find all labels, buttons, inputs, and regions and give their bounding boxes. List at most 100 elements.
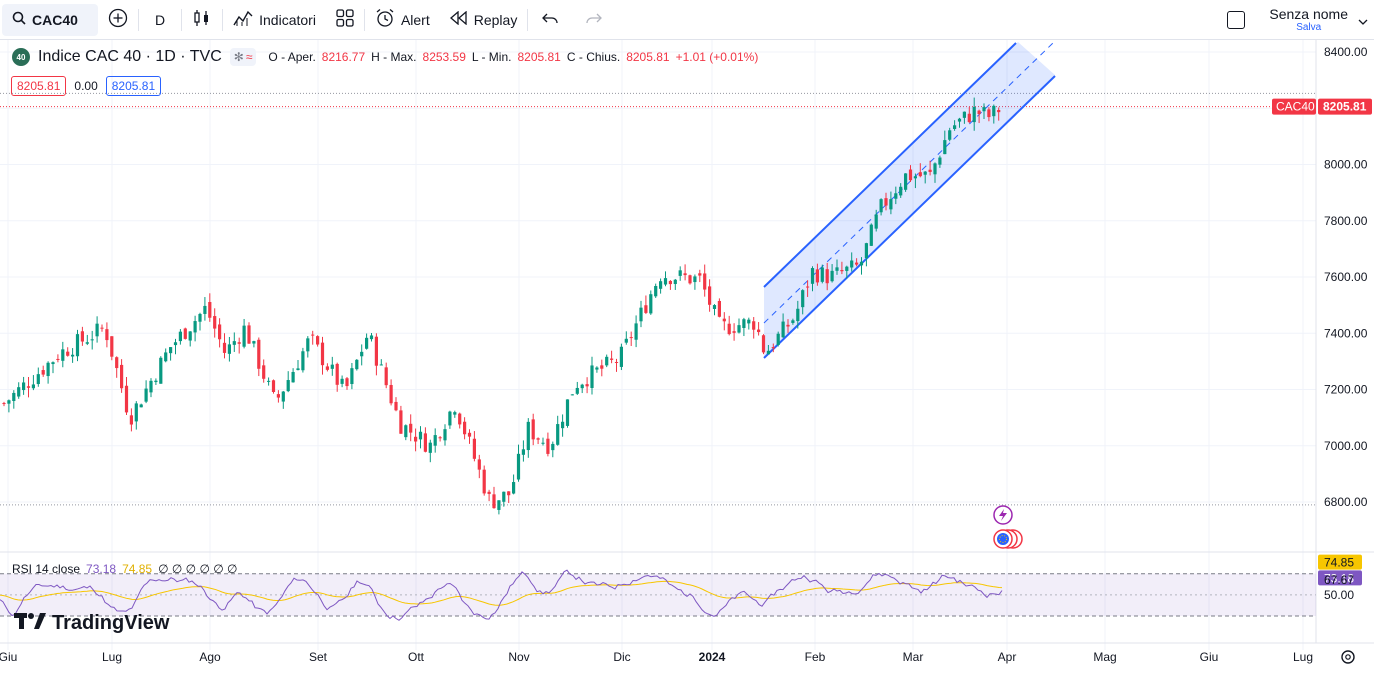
rsi-label[interactable]: RSI 14 close bbox=[12, 562, 81, 576]
divider bbox=[181, 8, 183, 31]
candle-body bbox=[732, 331, 736, 333]
candle-body bbox=[105, 329, 109, 341]
interval-button[interactable]: D bbox=[139, 0, 181, 40]
candle-body bbox=[355, 359, 359, 370]
candle-body bbox=[242, 325, 246, 347]
candle-body bbox=[492, 494, 496, 509]
symbol-search-button[interactable]: CAC40 bbox=[2, 3, 98, 36]
candle-body bbox=[384, 367, 388, 386]
open-value: 8216.77 bbox=[321, 50, 366, 64]
candle-body bbox=[360, 351, 364, 357]
chart-type-button[interactable] bbox=[182, 0, 222, 40]
candle-body bbox=[869, 224, 873, 246]
candle-body bbox=[830, 270, 834, 282]
candle-body bbox=[820, 267, 824, 282]
alert-button[interactable]: Alert bbox=[365, 0, 440, 40]
symbol-price-tag-label: CAC40 bbox=[1276, 100, 1315, 114]
candle-body bbox=[850, 260, 854, 268]
candle-body bbox=[311, 334, 315, 336]
candle-body bbox=[835, 267, 839, 271]
approx-icon: ≈ bbox=[245, 50, 253, 64]
candle-body bbox=[487, 491, 491, 494]
layout-save-area: Senza nome Salva bbox=[1227, 0, 1374, 40]
candle-body bbox=[855, 262, 859, 265]
candle-body bbox=[507, 491, 511, 496]
indicators-label: Indicatori bbox=[259, 11, 316, 28]
save-layout-button[interactable]: Senza nome Salva bbox=[1269, 6, 1348, 33]
high-label: H - Max. bbox=[371, 50, 417, 64]
candle-body bbox=[703, 273, 707, 290]
candle-body bbox=[124, 385, 129, 413]
open-label: O - Aper. bbox=[268, 50, 316, 64]
price-scale-label: 7000.00 bbox=[1324, 439, 1368, 453]
candle-body bbox=[948, 130, 952, 140]
replay-label: Replay bbox=[473, 11, 518, 28]
candle-body bbox=[864, 243, 868, 259]
indicators-button[interactable]: Indicatori bbox=[223, 0, 326, 40]
time-axis-label: Giu bbox=[1200, 650, 1219, 664]
buy-price-button[interactable]: 8205.81 bbox=[105, 76, 162, 96]
layout-checkbox[interactable] bbox=[1227, 11, 1246, 29]
rsi-scale-tag bbox=[1318, 554, 1362, 570]
sell-price-button[interactable]: 8205.81 bbox=[11, 76, 67, 96]
candle-body bbox=[678, 270, 682, 276]
asterisk-icon: ✻ bbox=[233, 50, 244, 64]
main-chart[interactable]: 8400.008200.008000.007800.007600.007400.… bbox=[0, 40, 1374, 683]
candle-body bbox=[624, 338, 628, 343]
candle-body bbox=[227, 344, 231, 354]
candle-body bbox=[208, 302, 212, 318]
candle-body bbox=[757, 329, 761, 333]
rsi-ma-line bbox=[0, 580, 1003, 606]
redo-button[interactable] bbox=[572, 0, 616, 40]
candle-body bbox=[972, 106, 976, 123]
candle-body bbox=[668, 280, 672, 285]
symbol-label: CAC40 bbox=[32, 11, 78, 28]
low-value: 8205.81 bbox=[517, 50, 561, 64]
candle-body bbox=[752, 321, 756, 330]
candle-body bbox=[252, 341, 256, 344]
price-scale-label: 8400.00 bbox=[1324, 45, 1368, 59]
candle-body bbox=[414, 436, 418, 442]
candle-body bbox=[565, 399, 570, 426]
price-scale-label: 7800.00 bbox=[1324, 214, 1368, 228]
templates-button[interactable] bbox=[326, 0, 364, 40]
candle-body bbox=[659, 281, 663, 289]
candle-body bbox=[570, 394, 574, 396]
candle-body bbox=[556, 424, 560, 445]
tradingview-logo[interactable]: TradingView bbox=[14, 610, 169, 636]
candle-body bbox=[276, 394, 280, 398]
candle-body bbox=[203, 305, 207, 314]
candle-body bbox=[71, 354, 75, 357]
candle-body bbox=[12, 392, 16, 402]
replay-button[interactable]: Replay bbox=[440, 0, 528, 40]
compare-symbol-button[interactable] bbox=[98, 0, 138, 40]
candle-body bbox=[600, 365, 604, 369]
chart-grid bbox=[0, 40, 1374, 650]
symbol-price-tag bbox=[1272, 98, 1316, 115]
tradingview-mark-icon bbox=[14, 610, 46, 636]
candle-body bbox=[722, 318, 726, 322]
candle-body bbox=[634, 323, 638, 340]
eu-flag-icon bbox=[997, 533, 1009, 545]
candle-body bbox=[164, 352, 168, 362]
candle-body bbox=[428, 442, 432, 453]
candle-body bbox=[320, 342, 325, 366]
alert-label: Alert bbox=[400, 11, 430, 28]
candle-body bbox=[193, 321, 197, 333]
candle-body bbox=[183, 328, 187, 339]
candle-body bbox=[271, 380, 276, 393]
undo-button[interactable] bbox=[528, 0, 572, 40]
candle-body bbox=[120, 364, 124, 389]
candle-body bbox=[262, 365, 266, 379]
candle-body bbox=[467, 432, 472, 437]
rsi-extra-values: ∅ ∅ ∅ ∅ ∅ ∅ bbox=[158, 562, 238, 576]
candle-body bbox=[340, 378, 344, 384]
symbol-title[interactable]: Indice CAC 40 · 1D · TVC bbox=[38, 48, 222, 65]
candle-body bbox=[957, 118, 962, 122]
candle-body bbox=[36, 374, 40, 385]
candle-body bbox=[389, 384, 393, 404]
candle-body bbox=[169, 347, 173, 354]
settings-gear-icon[interactable] bbox=[1341, 650, 1355, 664]
candle-body bbox=[786, 324, 790, 327]
chevron-down-icon[interactable] bbox=[1358, 12, 1368, 28]
